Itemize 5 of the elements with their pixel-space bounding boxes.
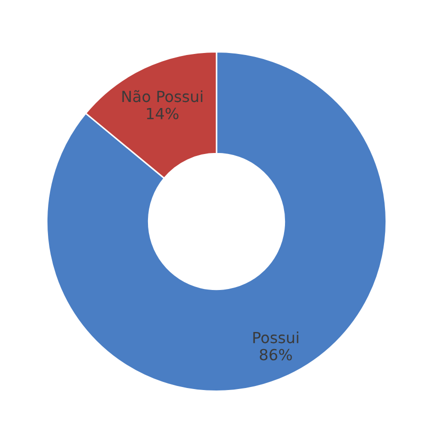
donut-slice (46, 51, 387, 392)
slice-label: Possui (253, 331, 298, 344)
data-label: 86% (260, 348, 292, 360)
slice-label: Não Possui (122, 90, 202, 102)
data-label: 14% (146, 108, 178, 120)
